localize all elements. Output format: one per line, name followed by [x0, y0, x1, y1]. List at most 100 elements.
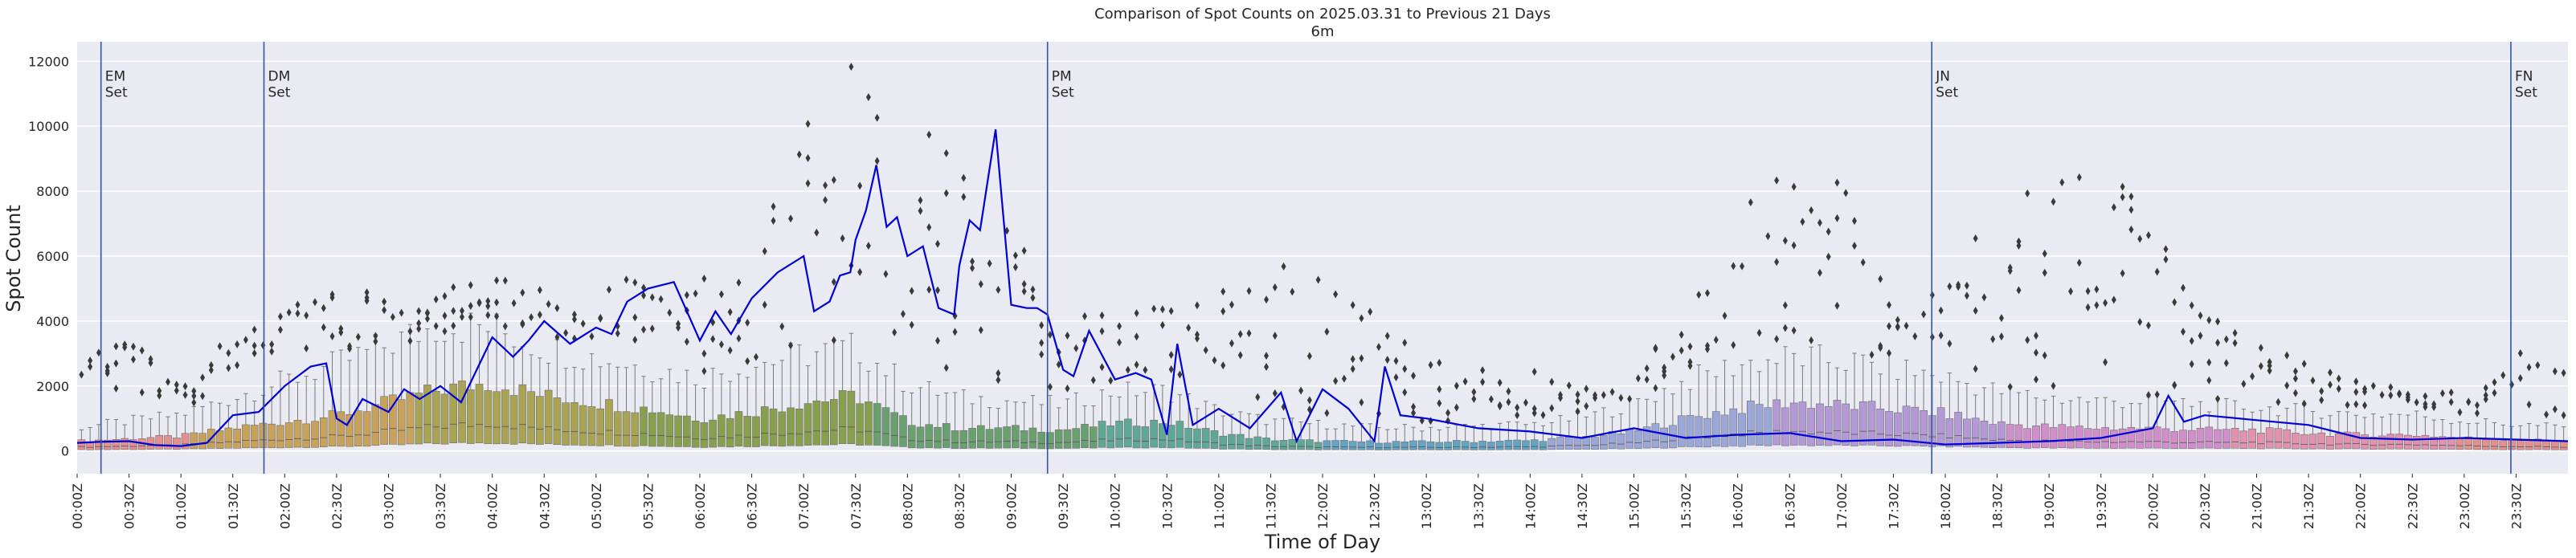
outlier-point: [762, 300, 767, 309]
box: [1453, 440, 1461, 450]
box: [1816, 403, 1824, 446]
outlier-point: [459, 307, 464, 316]
outlier-point: [537, 310, 542, 319]
outlier-point: [1264, 295, 1270, 304]
outlier-point: [1082, 312, 1087, 320]
box: [1366, 440, 1375, 450]
outlier-point: [1246, 329, 1252, 338]
box: [856, 403, 864, 446]
box: [242, 424, 250, 449]
outlier-point: [200, 373, 206, 382]
outlier-point: [865, 242, 871, 250]
outlier-point: [684, 337, 689, 346]
box: [2170, 431, 2179, 450]
box: [1625, 429, 1634, 449]
box: [2378, 435, 2386, 450]
outlier-point: [1143, 365, 1148, 374]
box: [1720, 414, 1729, 447]
x-tick-label: 15:30Z: [1678, 483, 1694, 529]
outlier-point: [1437, 358, 1442, 367]
outlier-point: [1117, 338, 1122, 347]
outlier-point: [1740, 262, 1745, 271]
outlier-point: [1281, 262, 1286, 271]
box: [1902, 405, 1911, 446]
outlier-point: [745, 356, 750, 365]
outlier-point: [2500, 371, 2506, 380]
outlier-point: [442, 312, 448, 320]
outlier-point: [313, 298, 318, 307]
outlier-point: [1350, 365, 1355, 373]
outlier-point: [978, 326, 983, 335]
outlier-point: [1333, 377, 1339, 385]
box: [1642, 426, 1651, 449]
box: [198, 433, 206, 450]
outlier-point: [416, 319, 422, 328]
outlier-point: [1237, 351, 1243, 360]
outlier-point: [2388, 391, 2394, 400]
box: [1089, 426, 1098, 449]
outlier-point: [2483, 384, 2488, 393]
outlier-point: [2042, 351, 2047, 360]
outlier-point: [2007, 382, 2013, 391]
outlier-point: [1549, 377, 1555, 386]
outlier-point: [139, 388, 145, 397]
outlier-point: [1722, 312, 1728, 320]
outlier-point: [1731, 340, 1736, 349]
outlier-point: [2042, 249, 2047, 258]
outlier-point: [1834, 301, 1840, 310]
outlier-point: [329, 332, 335, 340]
outlier-point: [2336, 374, 2341, 383]
outlier-point: [1229, 339, 1234, 348]
outlier-point: [1134, 332, 1139, 341]
outlier-point: [277, 312, 283, 321]
box: [1677, 415, 1686, 447]
outlier-point: [468, 302, 473, 311]
box: [1150, 419, 1158, 448]
box: [613, 411, 622, 447]
box: [2161, 428, 2170, 449]
outlier-point: [2215, 338, 2221, 347]
box: [1824, 405, 1833, 446]
outlier-point: [2145, 231, 2151, 240]
x-tick-label: 01:00Z: [174, 483, 189, 529]
box: [1054, 429, 1063, 449]
outlier-point: [1099, 363, 1105, 372]
outlier-point: [2181, 283, 2186, 292]
outlier-point: [2137, 234, 2143, 243]
box: [293, 420, 302, 448]
box: [380, 396, 388, 445]
x-tick-label: 08:00Z: [900, 483, 915, 529]
outlier-point: [1445, 409, 1451, 417]
x-tick-label: 06:00Z: [693, 483, 708, 529]
outlier-point: [468, 312, 473, 321]
outlier-point: [2198, 332, 2203, 340]
outlier-point: [2397, 390, 2402, 399]
y-tick-label: 0: [61, 444, 69, 459]
box: [1867, 401, 1876, 446]
outlier-point: [1168, 307, 1174, 316]
box: [2525, 440, 2533, 450]
outlier-point: [113, 384, 119, 393]
box: [389, 394, 397, 445]
outlier-point: [1964, 291, 1969, 300]
outlier-point: [676, 320, 681, 328]
outlier-point: [1402, 388, 1408, 397]
box: [890, 412, 899, 447]
outlier-point: [649, 293, 655, 302]
outlier-point: [2526, 363, 2532, 372]
outlier-point: [658, 295, 664, 303]
x-tick-label: 22:30Z: [2405, 483, 2420, 529]
box: [2300, 434, 2308, 450]
box: [1409, 440, 1417, 450]
outlier-point: [494, 276, 500, 285]
box: [752, 416, 760, 447]
outlier-point: [1298, 386, 1304, 395]
outlier-point: [1549, 404, 1555, 413]
outlier-point: [571, 315, 577, 324]
outlier-point: [874, 113, 880, 122]
outlier-point: [1212, 356, 1217, 365]
outlier-point: [996, 285, 1001, 294]
box: [838, 390, 847, 444]
box: [2533, 438, 2542, 450]
